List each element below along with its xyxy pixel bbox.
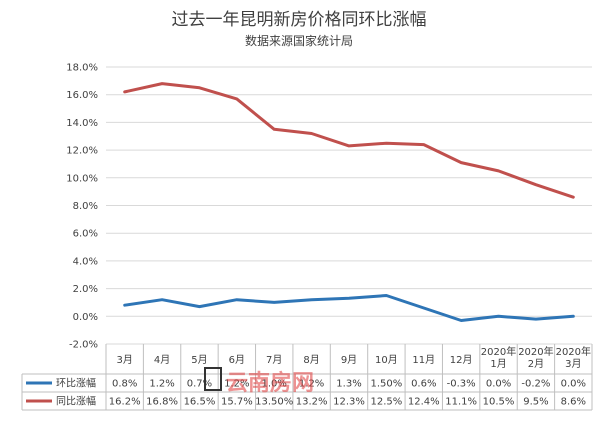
data-label: -0.2% [521, 379, 550, 390]
data-label: 0.7% [187, 379, 212, 390]
data-label: 13.2% [296, 397, 328, 408]
data-label: 12.4% [408, 397, 440, 408]
x-tick-label: 5月 [191, 354, 207, 366]
data-label: 1.3% [336, 379, 361, 390]
data-label: 16.8% [146, 397, 178, 408]
x-tick-label: 3月 [565, 358, 581, 370]
data-label: 8.6% [561, 397, 586, 408]
series-lines [123, 82, 575, 322]
x-tick-label: 2月 [528, 358, 544, 370]
x-tick-label: 11月 [412, 354, 435, 366]
data-label: 12.5% [370, 397, 402, 408]
data-label: 12.3% [333, 397, 365, 408]
y-tick-label: 2.0% [73, 284, 98, 295]
legend-label: 环比涨幅 [56, 377, 96, 390]
data-label: 9.5% [523, 397, 548, 408]
y-tick-label: 4.0% [73, 256, 98, 267]
x-tick-label: 4月 [154, 354, 170, 366]
x-tick-label: 6月 [229, 354, 245, 366]
x-tick-label: 10月 [375, 354, 398, 366]
data-label: 1.2% [149, 379, 174, 390]
data-label: 1.2% [299, 379, 324, 390]
x-tick-label: 9月 [341, 354, 357, 366]
y-tick-label: -2.0% [69, 340, 98, 351]
legend-label: 同比涨幅 [56, 395, 96, 408]
series-line-1 [123, 294, 575, 322]
data-label: 16.2% [109, 397, 141, 408]
x-tick-label: 2020年 [481, 345, 516, 358]
watermark-logo-frame [204, 367, 222, 391]
y-axis-ticks: -2.0% 0.0% 2.0% 4.0% 6.0% 8.0% 10.0% 12.0% 14.0%… [66, 63, 98, 351]
data-label: 1.0% [262, 379, 287, 390]
data-label: 10.5% [483, 397, 515, 408]
data-label: -0.3% [447, 379, 476, 390]
chart-title: 过去一年昆明新房价格同环比涨幅 [172, 10, 427, 30]
data-label: 16.5% [184, 397, 216, 408]
x-tick-label: 1月 [490, 358, 506, 370]
y-tick-label: 12.0% [66, 146, 98, 157]
y-tick-label: 0.0% [73, 312, 98, 323]
data-label: 11.1% [445, 397, 477, 408]
y-tick-label: 18.0% [66, 63, 98, 74]
data-label: 15.7% [221, 397, 253, 408]
data-label: 0.0% [561, 379, 586, 390]
x-tick-label: 2020年 [518, 345, 553, 358]
y-tick-label: 16.0% [66, 90, 98, 101]
y-tick-label: 6.0% [73, 229, 98, 240]
x-tick-label: 3月 [117, 354, 133, 366]
y-tick-label: 10.0% [66, 173, 98, 184]
y-tick-label: 8.0% [73, 201, 98, 212]
data-label: 1.2% [224, 379, 249, 390]
data-table: 3月 4月 5月 6月 7月 8月 9月 10月 11月 12月2020年1月2020年2月202… [21, 344, 593, 411]
gridlines [106, 66, 592, 345]
x-tick-label: 8月 [303, 354, 319, 366]
data-label: 0.6% [411, 379, 436, 390]
data-label: 13.50% [255, 397, 293, 408]
x-tick-label: 2020年 [556, 345, 591, 358]
data-label: 0.0% [486, 379, 511, 390]
watermark: 云南房网 [204, 367, 314, 396]
series-line-2 [123, 82, 575, 199]
x-tick-label: 12月 [450, 354, 473, 366]
x-tick-label: 7月 [266, 354, 282, 366]
data-label: 1.50% [370, 379, 402, 390]
watermark-text: 云南房网 [226, 370, 314, 396]
chart-subtitle: 数据来源国家统计局 [245, 33, 353, 48]
data-label: 0.8% [112, 379, 137, 390]
y-tick-label: 14.0% [66, 118, 98, 129]
